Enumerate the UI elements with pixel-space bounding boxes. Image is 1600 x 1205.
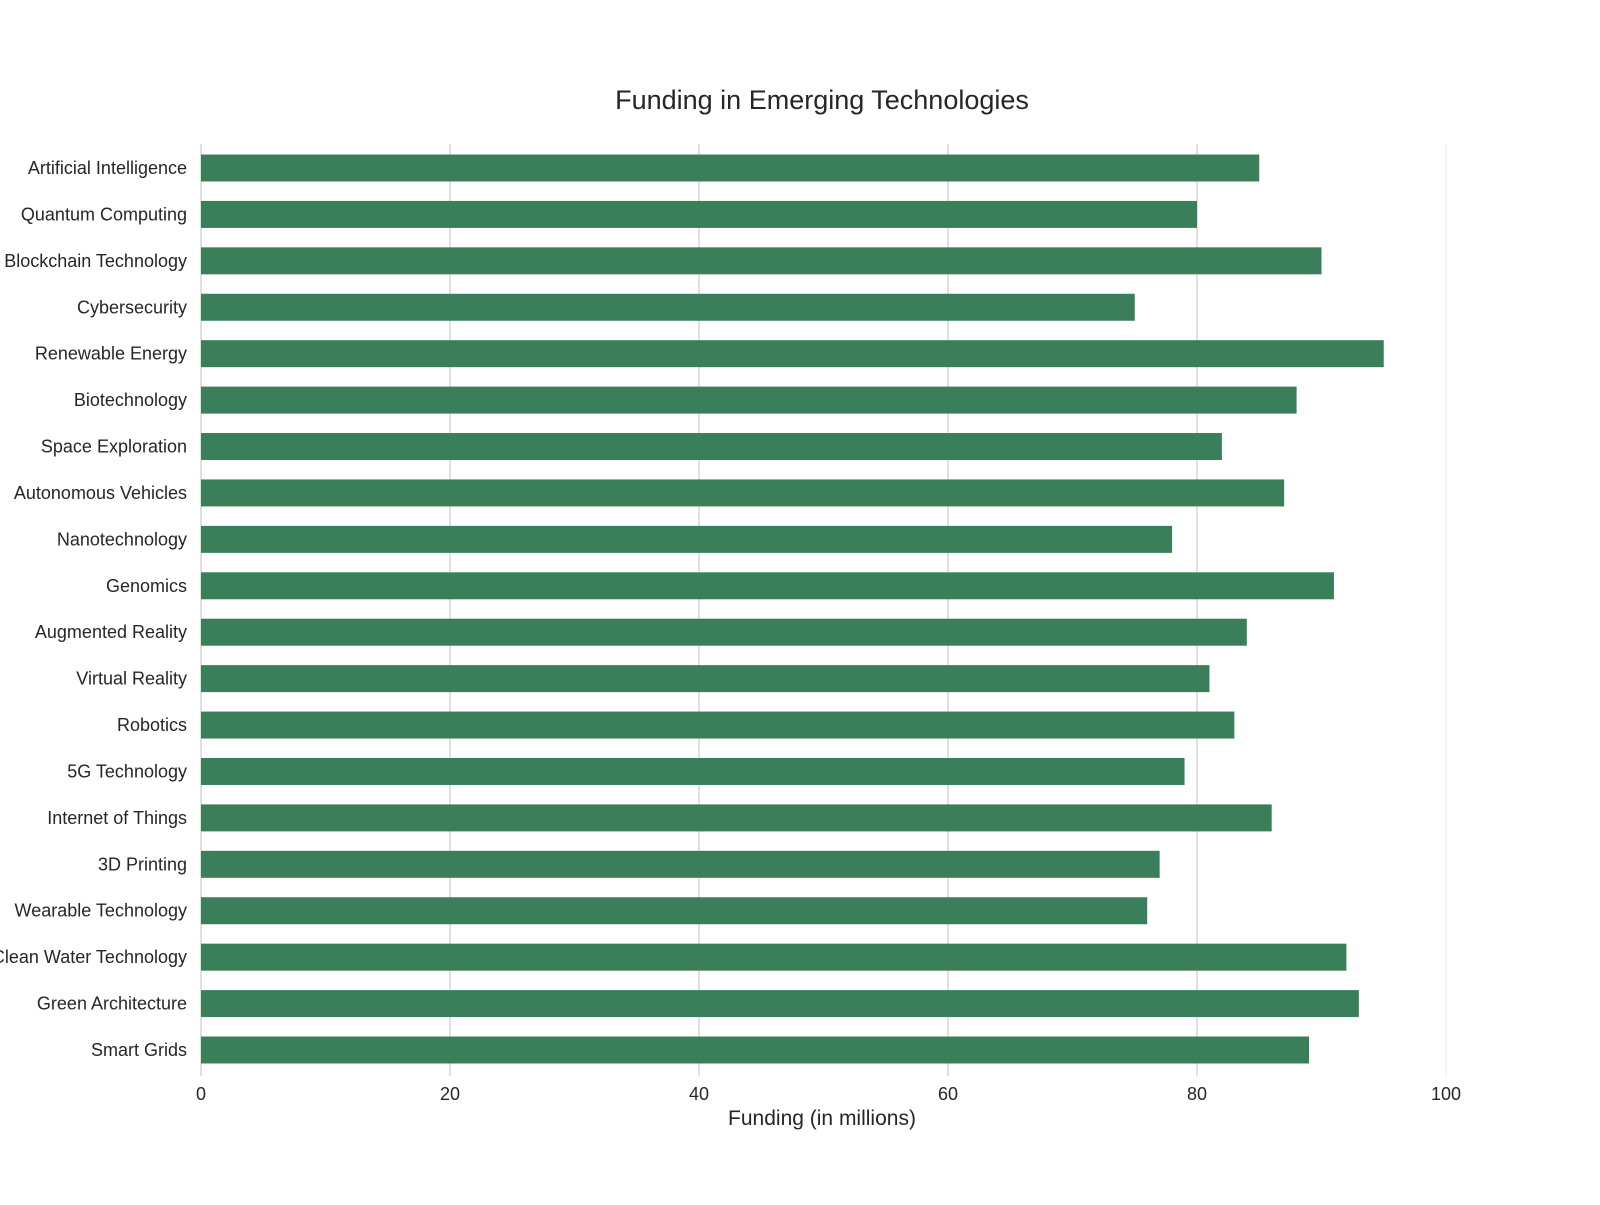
category-label: Blockchain Technology [4,251,187,271]
bar [201,386,1297,414]
bar [201,200,1197,228]
category-label: Wearable Technology [15,901,187,921]
bar [201,665,1210,693]
chart-title: Funding in Emerging Technologies [615,85,1029,115]
x-tick-label: 60 [938,1084,958,1104]
bar [201,850,1160,878]
category-label: Robotics [117,715,187,735]
category-label: Space Exploration [41,437,187,457]
bar [201,711,1235,739]
category-label: Smart Grids [91,1040,187,1060]
bar [201,572,1334,600]
x-axis-label: Funding (in millions) [728,1107,916,1130]
category-label: Biotechnology [74,390,187,410]
bars [201,154,1384,1064]
bar [201,525,1173,553]
category-labels: Artificial Intelligence Quantum Computing… [0,158,187,1060]
x-tick-label: 0 [196,1084,206,1104]
bar [201,247,1322,275]
bar [201,154,1260,182]
x-tick-label: 40 [689,1084,709,1104]
category-label: Artificial Intelligence [28,158,187,178]
bar [201,804,1272,832]
category-label: Quantum Computing [21,204,187,224]
bar [201,1036,1310,1064]
x-tick-label: 80 [1187,1084,1207,1104]
x-tick-label: 20 [440,1084,460,1104]
category-label: 3D Printing [98,854,187,874]
category-label: Clean Water Technology [0,947,187,967]
x-tick-labels: 0 20 40 60 80 100 [196,1084,1461,1104]
bar [201,897,1148,925]
category-label: Augmented Reality [35,622,187,642]
bar [201,293,1135,321]
category-label: Genomics [106,576,187,596]
category-label: Renewable Energy [35,344,187,364]
category-label: 5G Technology [67,761,187,781]
bar [201,943,1347,971]
category-label: Green Architecture [37,994,187,1014]
bar [201,433,1222,461]
category-label: Cybersecurity [77,297,187,317]
category-label: Nanotechnology [57,529,187,549]
bar [201,340,1384,368]
bar [201,618,1247,646]
category-label: Internet of Things [47,808,187,828]
gridlines [200,144,1447,1076]
bar [201,990,1359,1018]
x-tick-label: 100 [1431,1084,1461,1104]
category-label: Autonomous Vehicles [14,483,187,503]
bar [201,757,1185,785]
bar [201,479,1285,507]
category-label: Virtual Reality [76,669,187,689]
